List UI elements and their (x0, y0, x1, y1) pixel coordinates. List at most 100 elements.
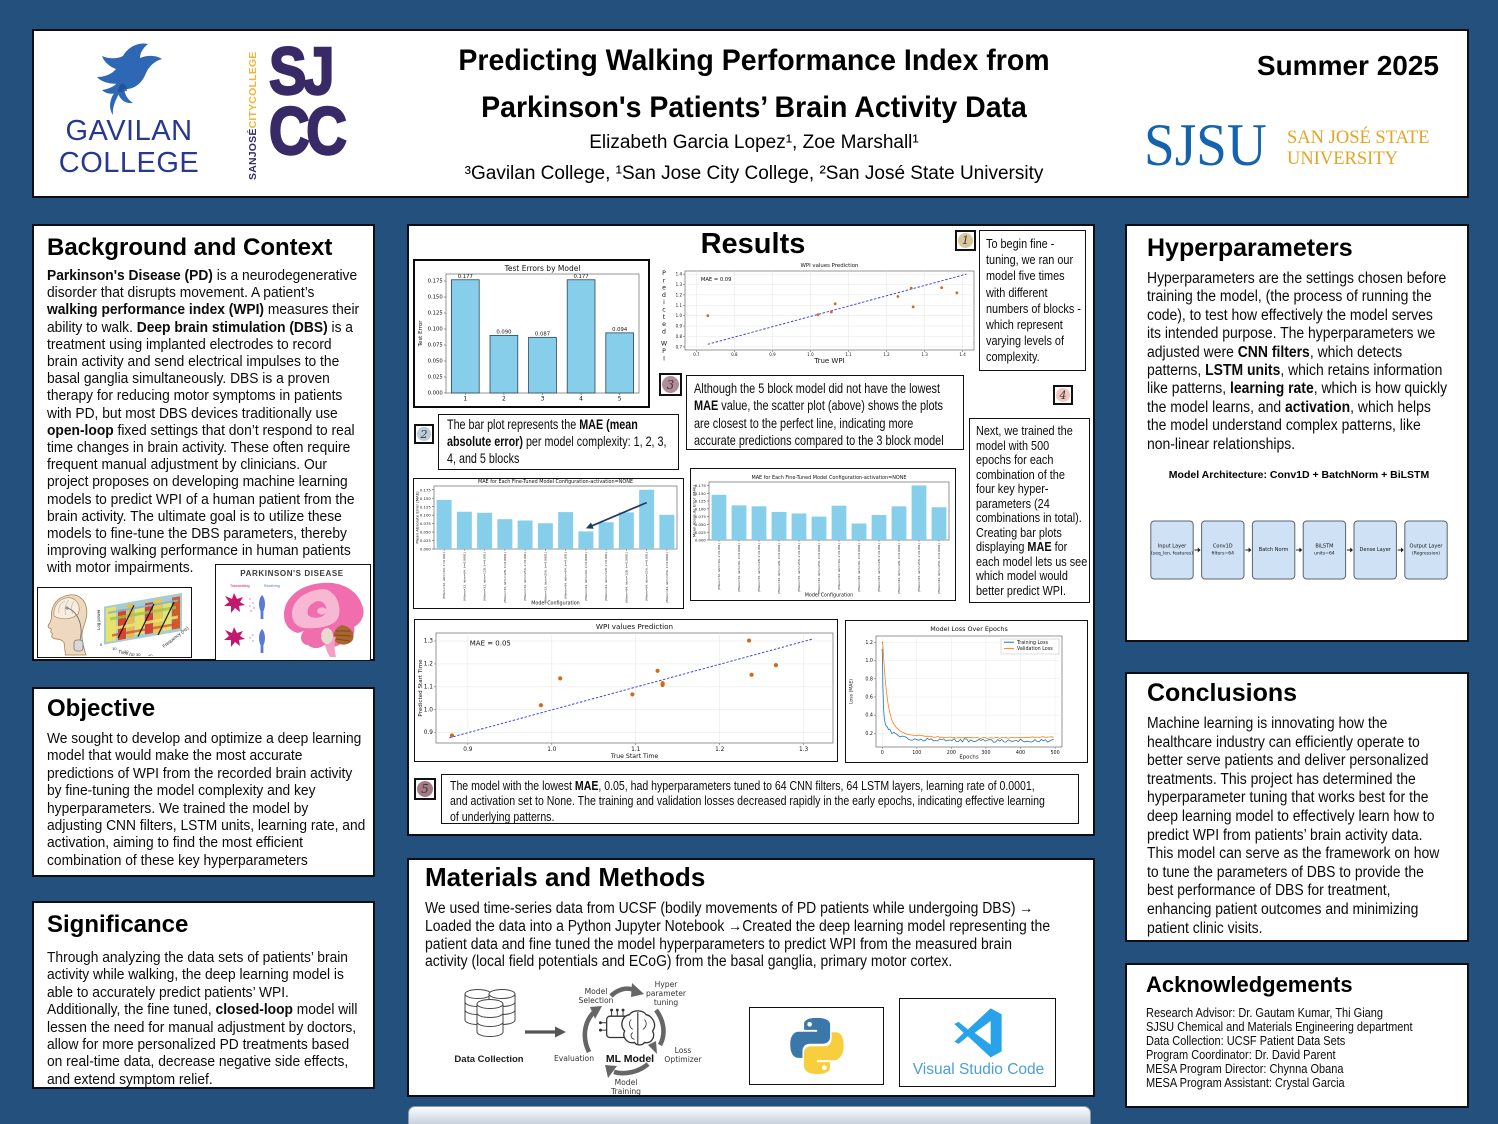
svg-text:0.094: 0.094 (612, 327, 628, 333)
svg-text:Predicted Start Time: Predicted Start Time (418, 659, 424, 717)
svg-text:Training: Training (610, 1087, 641, 1095)
gavilan-line2: COLLEGE (58, 147, 200, 179)
svg-text:0.025: 0.025 (420, 538, 431, 543)
svg-text:0.150: 0.150 (428, 295, 444, 301)
svg-text:1.0: 1.0 (865, 658, 873, 664)
svg-text:1: 1 (463, 396, 467, 403)
svg-text:Model Loss Over Epochs: Model Loss Over Epochs (930, 625, 1008, 633)
dbs-head-icon (47, 594, 88, 656)
svg-text:e: e (662, 285, 666, 292)
svg-text:Test Errors by Model: Test Errors by Model (504, 264, 581, 273)
svg-text:tuning: tuning (654, 998, 679, 1007)
vscode-logo-icon (954, 1008, 1002, 1058)
svg-text:1.2: 1.2 (715, 747, 725, 753)
svg-text:(filters=64, lstm=128, lr=0.00: (filters=64, lstm=128, lr=0.0001) (897, 543, 901, 594)
ml-workflow-diagram: Data Collection (455, 974, 711, 1095)
svg-text:0: 0 (100, 642, 103, 647)
objective-body: We sought to develop and optimize a deep… (47, 730, 366, 869)
sjsu-name-line2: UNIVERSITY (1287, 149, 1398, 169)
svg-text:0: 0 (881, 750, 884, 756)
hyperparameters-section: Hyperparameters Hyperparameters are the … (1125, 224, 1469, 642)
workflow-arrow-icon (525, 1026, 566, 1038)
sjcc-sj: SJ (268, 34, 335, 109)
svg-text:1.3: 1.3 (424, 639, 434, 645)
svg-text:(filters=32, lstm=128, lr=0.00: (filters=32, lstm=128, lr=0.001) (757, 543, 761, 592)
svg-text:(filters=64, lstm=64, lr=0.001: (filters=64, lstm=64, lr=0.001) (564, 552, 568, 599)
note4-badge: 4 (1053, 385, 1073, 405)
svg-text:0.6: 0.6 (865, 694, 873, 700)
sjsu-logo: SJSU SAN JOSÉ STATE UNIVERSITY (1144, 115, 1474, 189)
materials-body: We used time-series data from UCSF (bodi… (425, 900, 1051, 971)
mae-chart1: MAE for Each Fine-Tuned Model Configurat… (414, 479, 682, 607)
svg-text:Test Error: Test Error (418, 320, 424, 348)
svg-text:t: t (663, 314, 666, 321)
svg-text:(filters=32, lstm=64, lr=0.000: (filters=32, lstm=64, lr=0.0001) (462, 552, 466, 601)
svg-text:0.175: 0.175 (420, 487, 431, 492)
svg-text:(Regression): (Regression) (1412, 551, 1440, 557)
svg-text:MAE for Each Fine-Tuned Model: MAE for Each Fine-Tuned Model Configurat… (751, 475, 906, 481)
svg-text:(filters=32, lstm=256, lr=0.00: (filters=32, lstm=256, lr=0.001) (523, 552, 527, 601)
sjcc-big-letters: SJ CC (268, 34, 348, 166)
svg-text:WPI values Prediction: WPI values Prediction (801, 263, 859, 269)
svg-text:(filters=32, lstm=64, lr=0.000: (filters=32, lstm=64, lr=0.0001) (737, 543, 741, 592)
svg-text:1.1: 1.1 (631, 747, 641, 753)
svg-text:(filters=32, lstm=128, lr=0.00: (filters=32, lstm=128, lr=0.001) (483, 552, 487, 601)
svg-text:0.075: 0.075 (420, 521, 431, 526)
svg-text:1.3: 1.3 (799, 747, 809, 753)
dbs-spectrogram-image: Log power Time (s) Frequency (Hz) 0 10 20… (37, 587, 192, 658)
python-logo-icon (790, 1017, 844, 1075)
note5-badge: 5 (414, 778, 436, 800)
svg-text:0.2: 0.2 (865, 731, 873, 737)
note3-number: 3 (662, 376, 679, 393)
svg-text:Evaluation: Evaluation (554, 1054, 594, 1063)
svg-text:10: 10 (112, 646, 117, 651)
significance-title: Significance (47, 911, 189, 938)
note1-number: 1 (958, 233, 973, 248)
svg-text:0.025: 0.025 (428, 375, 443, 381)
svg-text:Loss (MAE): Loss (MAE) (849, 679, 855, 704)
acknowledgement-line: Research Advisor: Dr. Gautam Kumar, Thi … (1146, 1006, 1384, 1020)
results-title: Results (700, 228, 806, 260)
note2-number: 2 (417, 427, 431, 441)
sjcc-vertical-citycollege: CITYCOLLEGE (247, 51, 259, 129)
svg-text:Mean Absolute Error (MAE): Mean Absolute Error (MAE) (415, 491, 420, 544)
svg-text:Hyper: Hyper (655, 980, 679, 989)
note1-text: To begin fine - tuning, we ran our model f… (979, 230, 1086, 371)
svg-text:Input Layer: Input Layer (1158, 544, 1187, 550)
note4-number: 4 (1056, 388, 1070, 402)
parkinsons-illustration: PARKINSON'S DISEASE Transmitting Receivi… (224, 569, 364, 657)
svg-text:1.0: 1.0 (547, 747, 557, 753)
svg-text:filters=64: filters=64 (1212, 551, 1234, 557)
svg-text:1.2: 1.2 (424, 661, 434, 667)
svg-text:1.1: 1.1 (424, 684, 434, 690)
poster-title-line2: Parkinson's Patients’ Brain Activity Dat… (481, 91, 1027, 124)
mae-chart2: MAE for Each Fine-Tuned Model Configurat… (691, 469, 954, 599)
acknowledgement-line: SJSU Chemical and Materials Engineering … (1146, 1020, 1413, 1034)
transmitting-label: Transmitting (230, 584, 250, 588)
svg-text:Validation Loss: Validation Loss (1017, 646, 1053, 652)
note2-badge: 2 (414, 424, 434, 444)
svg-text:Model Configuration: Model Configuration (805, 593, 853, 599)
sjcc-vertical-sanjose: SANJOSÉ (247, 128, 259, 180)
note5-text: The model with the lowest MAE, 0.05, had… (441, 774, 1079, 824)
ml-model-icon (599, 1008, 656, 1046)
architecture-diagram: Input Layer (seq_len, features) Conv1D filt… (1150, 520, 1448, 582)
spectrogram-ylabel: Log power (96, 609, 101, 630)
svg-text:0.087: 0.087 (535, 331, 550, 337)
materials-title: Materials and Methods (425, 862, 706, 892)
svg-text:Epochs: Epochs (959, 755, 979, 761)
gavilan-line1: GAVILAN (65, 115, 193, 147)
svg-text:MAE for Each Fine-Tuned Model: MAE for Each Fine-Tuned Model Configurat… (478, 479, 633, 485)
acknowledgements-body: Research Advisor: Dr. Gautam Kumar, Thi … (1146, 1006, 1413, 1090)
sjsu-name-line1: SAN JOSÉ STATE (1287, 128, 1430, 148)
svg-text:1.0: 1.0 (807, 352, 814, 357)
svg-text:20: 20 (124, 649, 129, 654)
svg-text:0.150: 0.150 (420, 496, 431, 501)
svg-text:Model: Model (585, 987, 608, 996)
svg-text:0.175: 0.175 (428, 279, 443, 285)
architecture-title: Model Architecture: Conv1D + BatchNorm +… (1168, 469, 1430, 481)
svg-text:W: W (661, 341, 667, 348)
loss-epochs-chart: 0 100 200 300 400 500 0.2 0.4 0.6 0.8 1.0 1.2 Model … (846, 621, 1086, 761)
sjsu-wordmark: SJSU (1144, 112, 1267, 178)
conclusions-section: Conclusions Machine learning is innovati… (1125, 672, 1469, 942)
